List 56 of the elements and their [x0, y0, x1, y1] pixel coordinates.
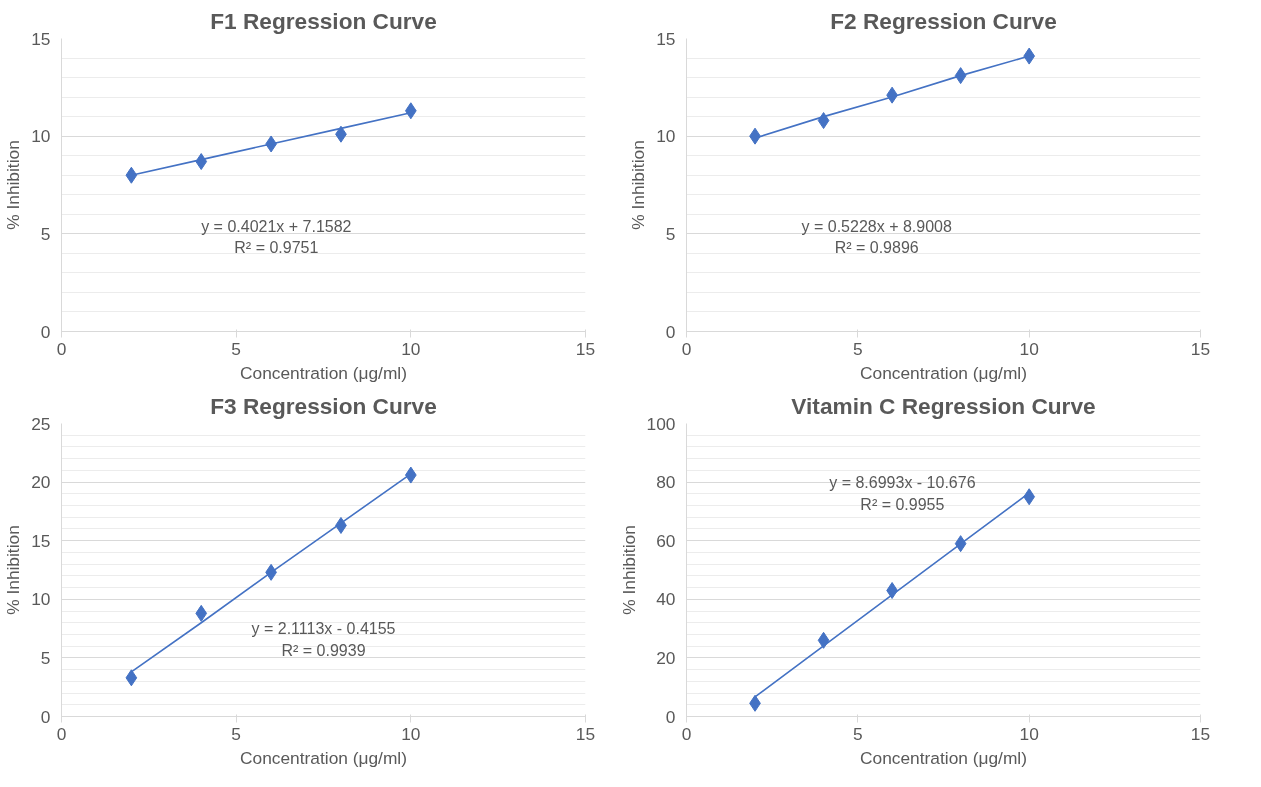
x-tick-label: 15 [575, 723, 596, 744]
annotation: y = 2.1113x - 0.4155 [251, 620, 396, 638]
y-tick-label: 10 [31, 126, 51, 147]
x-axis-title: Concentration (μg/ml) [240, 747, 407, 768]
chart-title: F1 Regression Curve [210, 7, 437, 34]
y-tick-label: 0 [40, 321, 51, 342]
y-tick-label: 80 [656, 472, 676, 493]
y-axis-title: % Inhibition [3, 140, 24, 230]
x-tick-label: 0 [56, 723, 67, 744]
y-tick-label: 15 [31, 28, 51, 49]
x-axis-title: Concentration (μg/ml) [240, 362, 407, 383]
x-tick-label: 5 [853, 723, 863, 744]
x-tick-label: 15 [1190, 338, 1211, 359]
x-tick-label: 10 [401, 723, 421, 744]
x-tick-label: 15 [1190, 723, 1211, 744]
y-tick-label: 100 [646, 413, 676, 434]
y-axis-title: % Inhibition [618, 525, 639, 615]
x-axis-title: Concentration (μg/ml) [860, 362, 1027, 383]
annotation: R² = 0.9939 [281, 642, 366, 660]
y-tick-label: 10 [656, 126, 676, 147]
y-tick-label: 10 [31, 589, 51, 610]
x-tick-label: 5 [853, 338, 863, 359]
chart-title: Vitamin C Regression Curve [791, 392, 1096, 419]
x-tick-label: 10 [1019, 723, 1039, 744]
annotation: R² = 0.9751 [234, 239, 319, 257]
x-tick-label: 10 [1019, 338, 1039, 359]
x-tick-label: 10 [401, 338, 421, 359]
x-axis-title: Concentration (μg/ml) [860, 747, 1027, 768]
y-tick-label: 25 [31, 413, 51, 434]
y-tick-label: 0 [665, 321, 676, 342]
y-tick-label: 15 [656, 28, 676, 49]
chart-title: F3 Regression Curve [210, 392, 437, 419]
x-tick-label: 15 [575, 338, 596, 359]
x-tick-label: 0 [681, 723, 692, 744]
y-axis-title: % Inhibition [3, 525, 24, 615]
y-tick-label: 5 [40, 223, 51, 244]
y-tick-label: 5 [40, 647, 51, 668]
annotation: y = 0.5228x + 8.9008 [801, 217, 952, 235]
y-tick-label: 20 [31, 472, 51, 493]
x-tick-label: 5 [231, 723, 241, 744]
x-tick-label: 0 [56, 338, 67, 359]
x-tick-label: 5 [231, 338, 241, 359]
y-tick-label: 0 [665, 706, 676, 727]
y-axis-title: % Inhibition [628, 140, 649, 230]
y-tick-label: 0 [40, 706, 51, 727]
annotation: y = 0.4021x + 7.1582 [201, 217, 352, 235]
annotation: R² = 0.9955 [860, 495, 945, 513]
y-tick-label: 60 [656, 530, 676, 551]
y-tick-label: 40 [656, 589, 676, 610]
annotation: y = 8.6993x - 10.676 [829, 473, 976, 491]
x-tick-label: 0 [681, 338, 692, 359]
annotation: R² = 0.9896 [834, 239, 919, 257]
y-tick-label: 15 [31, 530, 51, 551]
y-tick-label: 5 [665, 223, 676, 244]
y-tick-label: 20 [656, 647, 676, 668]
chart-title: F2 Regression Curve [830, 7, 1057, 34]
